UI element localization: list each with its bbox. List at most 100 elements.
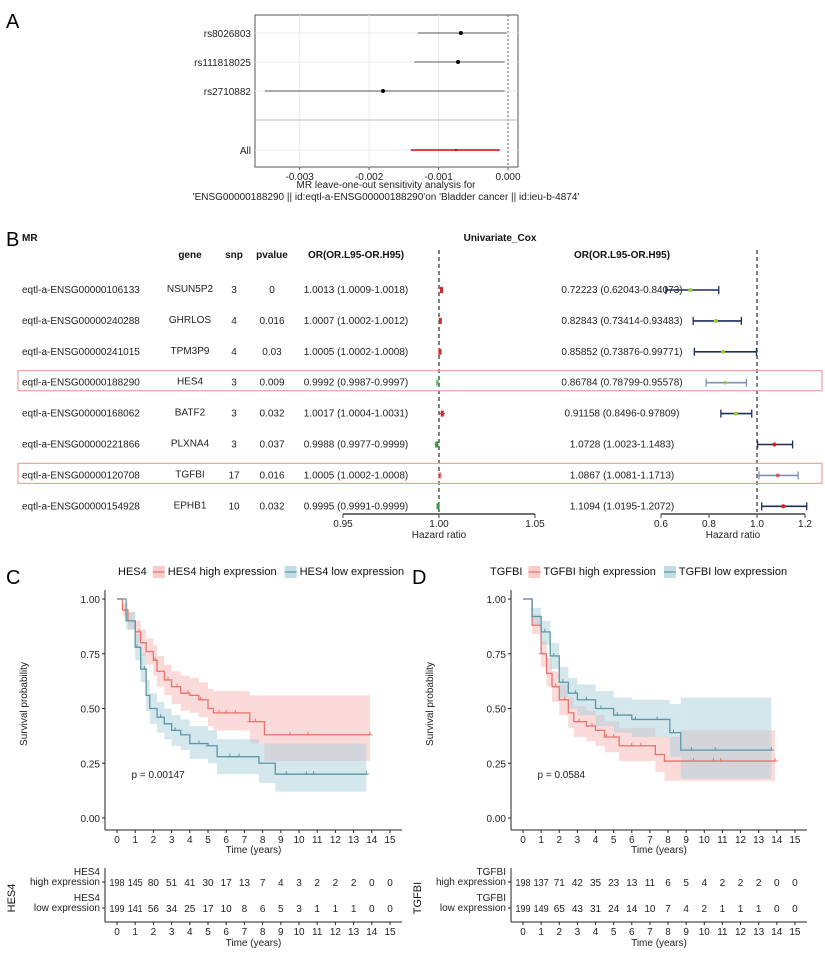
y-axis-title: Survival probability xyxy=(425,662,436,746)
legend-title: HES4 xyxy=(118,566,147,578)
x-tick-label: -0.002 xyxy=(355,172,384,183)
cox-point xyxy=(772,442,777,447)
risk-x-tick-label: 5 xyxy=(611,927,617,938)
risk-x-tick-label: 1 xyxy=(538,927,544,938)
mr-estimate-box xyxy=(439,287,443,293)
risk-table-title: TGFBI xyxy=(412,882,424,914)
censor-mark xyxy=(712,747,718,751)
mr-or-text: 0.9992 (0.9987-0.9997) xyxy=(304,378,409,389)
cox-or-text: 1.0867 (1.0081-1.1713) xyxy=(570,470,675,481)
at-risk-count: 145 xyxy=(128,878,143,889)
survival-curve-low xyxy=(117,598,367,775)
risk-table-title: HES4 xyxy=(6,884,18,913)
cox-point xyxy=(713,318,718,323)
at-risk-count: 17 xyxy=(221,878,233,889)
at-risk-count: 2 xyxy=(756,878,762,889)
p-value-annotation: p = 0.00147 xyxy=(132,770,186,781)
at-risk-count: 199 xyxy=(516,904,531,915)
at-risk-count: 0 xyxy=(369,878,375,889)
x-tick-label: 3 xyxy=(169,835,175,846)
at-risk-count: 137 xyxy=(534,878,549,889)
censor-mark xyxy=(710,758,716,762)
x-tick-label: 7 xyxy=(242,835,248,846)
censor-mark xyxy=(303,771,309,775)
risk-row-label-high: high expression xyxy=(436,877,506,888)
at-risk-count: 2 xyxy=(738,878,744,889)
risk-x-tick-label: 0 xyxy=(520,927,526,938)
mr-estimate-box xyxy=(435,441,439,448)
risk-x-tick-label: 7 xyxy=(647,927,653,938)
risk-x-tick-label: 10 xyxy=(699,927,711,938)
x-tick-label: 0 xyxy=(114,835,120,846)
ci-band-segment xyxy=(541,620,551,645)
at-risk-count: 8 xyxy=(242,904,248,915)
x-tick-label: 10 xyxy=(293,835,305,846)
p-value: 0.032 xyxy=(259,501,284,512)
x-tick-label: 8 xyxy=(260,835,266,846)
risk-x-tick-label: 3 xyxy=(575,927,581,938)
x-tick-label: 15 xyxy=(384,835,396,846)
at-risk-count: 17 xyxy=(202,904,214,915)
censor-mark xyxy=(172,727,178,731)
snp-count: 3 xyxy=(231,378,237,389)
at-risk-count: 35 xyxy=(590,878,602,889)
censor-mark xyxy=(603,733,609,738)
risk-x-tick-label: 11 xyxy=(717,927,728,938)
x-tick-label: 1 xyxy=(538,835,544,846)
at-risk-count: 2 xyxy=(702,904,708,915)
censor-mark xyxy=(196,740,202,745)
panel-d-km-plot: TGFBI TGFBI high expression TGFBI low expr… xyxy=(412,566,807,949)
risk-x-tick-label: 3 xyxy=(169,927,175,938)
snp-count: 10 xyxy=(228,501,240,512)
cox-point xyxy=(733,411,738,416)
x-tick-label: 11 xyxy=(312,835,323,846)
risk-x-tick-label: 13 xyxy=(753,927,765,938)
ci-band-segment xyxy=(208,730,218,764)
risk-row-label-low: HES4 xyxy=(74,893,101,904)
at-risk-count: 5 xyxy=(683,878,689,889)
at-risk-count: 199 xyxy=(110,904,125,915)
at-risk-count: 43 xyxy=(572,904,584,915)
mr-estimate-box xyxy=(440,410,444,417)
censor-mark xyxy=(551,652,557,657)
risk-x-tick-label: 4 xyxy=(187,927,193,938)
at-risk-count: 14 xyxy=(626,904,638,915)
censor-mark xyxy=(560,679,566,683)
x-tick-label: -0.003 xyxy=(285,172,314,183)
censor-mark xyxy=(654,716,660,720)
panel-label-c: C xyxy=(6,567,20,589)
mr-title: MR xyxy=(22,233,38,244)
censor-mark xyxy=(562,696,568,701)
at-risk-count: 1 xyxy=(314,904,320,915)
risk-x-tick-label: 2 xyxy=(556,927,562,938)
snp-count: 3 xyxy=(231,440,237,451)
risk-x-tick-label: 14 xyxy=(366,927,378,938)
snp-label: rs8026803 xyxy=(204,29,252,40)
at-risk-count: 41 xyxy=(184,878,196,889)
header-pvalue: pvalue xyxy=(256,250,288,261)
risk-x-tick-label: 11 xyxy=(312,927,323,938)
censor-mark xyxy=(227,753,233,758)
cox-or-text: 0.82843 (0.73414-0.93483) xyxy=(561,316,682,327)
x-tick-label: 15 xyxy=(789,835,801,846)
mr-estimate-box xyxy=(438,348,442,355)
x-tick-label: 2 xyxy=(556,835,562,846)
at-risk-count: 0 xyxy=(387,904,393,915)
cox-or-text: 0.91158 (0.8496-0.97809) xyxy=(565,409,680,420)
cox-point xyxy=(721,349,726,354)
exposure-id: eqtl-a-ENSG00000240288 xyxy=(22,316,140,327)
p-value-annotation: p = 0.0584 xyxy=(538,770,586,781)
at-risk-count: 80 xyxy=(148,878,160,889)
cox-x-tick-label: 0.6 xyxy=(654,519,668,530)
p-value: 0.016 xyxy=(259,470,284,481)
y-tick-label: 1.00 xyxy=(487,595,507,606)
x-tick-label: 9 xyxy=(278,835,284,846)
at-risk-count: 0 xyxy=(792,878,798,889)
censor-mark xyxy=(690,758,696,762)
at-risk-count: 7 xyxy=(665,904,671,915)
x-tick-label: 8 xyxy=(665,835,671,846)
risk-x-tick-label: 6 xyxy=(629,927,635,938)
censor-mark xyxy=(576,718,582,723)
x-axis-title-line2: 'ENSG00000188290 || id:eqtl-a-ENSG000001… xyxy=(193,192,580,203)
